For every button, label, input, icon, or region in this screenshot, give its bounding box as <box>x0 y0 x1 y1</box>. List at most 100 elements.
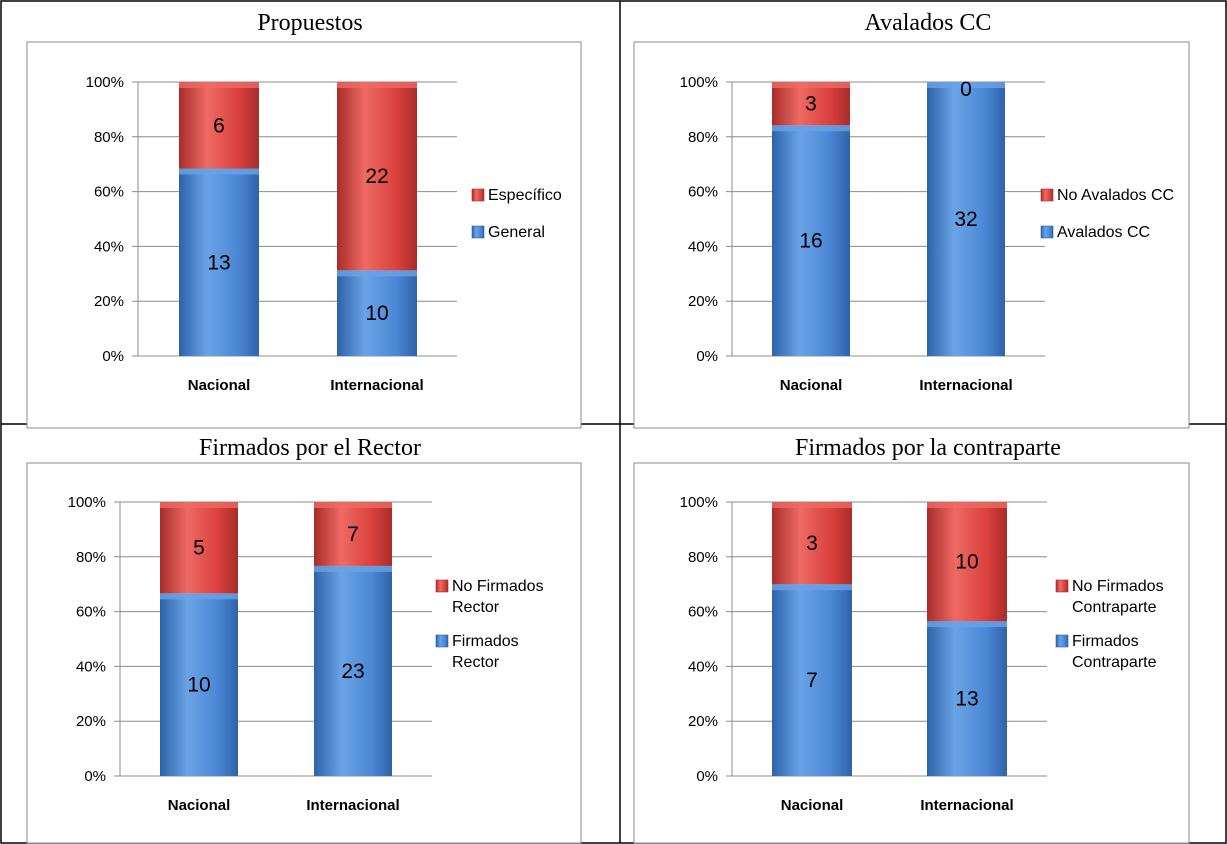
legend-item: Firmados Rector <box>435 633 519 671</box>
chart-area-border <box>633 41 1190 429</box>
bar-segment <box>772 584 852 776</box>
y-tick-label: 60% <box>688 604 718 621</box>
chart-area-border <box>26 41 582 429</box>
legend-label: Avalados CC <box>1057 224 1150 241</box>
legend-label: Firmados <box>1072 633 1139 650</box>
y-tick-label: 0% <box>84 768 106 785</box>
y-tick-label: 40% <box>94 238 124 255</box>
legend-swatch <box>471 188 485 202</box>
y-tick-label: 80% <box>688 129 718 146</box>
y-tick-label: 60% <box>688 184 718 201</box>
bar-segment <box>160 502 238 594</box>
bar-segment <box>772 125 850 357</box>
y-tick-label: 100% <box>680 74 718 91</box>
data-label: 13 <box>955 688 978 711</box>
y-tick-label: 80% <box>94 129 124 146</box>
chart-area-border <box>26 462 582 844</box>
x-category-label: Nacional <box>780 377 843 394</box>
bar-segment-highlight <box>160 593 238 600</box>
bar-segment <box>927 502 1007 622</box>
data-label: 22 <box>365 165 388 188</box>
chart-title: Firmados por el Rector <box>199 435 421 461</box>
bar-segment-highlight <box>927 82 1005 88</box>
y-tick-label: 0% <box>696 768 718 785</box>
y-tick-label: 80% <box>688 549 718 566</box>
legend-label: No Avalados CC <box>1057 187 1174 204</box>
bar-segment-highlight <box>179 82 259 88</box>
y-tick-label: 80% <box>76 549 106 566</box>
bar-segment-highlight <box>314 565 392 572</box>
data-label: 23 <box>341 660 364 683</box>
y-tick-label: 20% <box>94 293 124 310</box>
bar-segment-highlight <box>772 125 850 132</box>
data-label: 16 <box>799 230 822 253</box>
y-tick-label: 40% <box>76 658 106 675</box>
data-label: 7 <box>806 669 818 692</box>
data-label: 7 <box>347 523 359 546</box>
legend-label: Rector <box>452 599 500 616</box>
chart-panel-1: Propuestos 0% 20% 40% 60% 80% 100% 13 6 Nacional 1… <box>26 10 582 429</box>
x-category-label: Nacional <box>168 797 231 814</box>
bar-segment-highlight <box>179 168 259 175</box>
data-label: 10 <box>365 302 388 325</box>
legend-label: General <box>488 224 545 241</box>
y-tick-label: 60% <box>94 184 124 201</box>
chart-area-border <box>633 462 1190 844</box>
y-tick-label: 40% <box>688 238 718 255</box>
bar-segment-highlight <box>772 584 852 591</box>
legend-item: No Avalados CC <box>1040 187 1174 204</box>
x-category-label: Internacional <box>306 797 399 814</box>
legend-item: No Firmados Contraparte <box>1055 578 1164 616</box>
y-tick-label: 60% <box>76 604 106 621</box>
y-tick-label: 0% <box>102 348 124 365</box>
y-tick-label: 0% <box>696 348 718 365</box>
bar-segment <box>772 502 852 585</box>
legend-swatch <box>1040 225 1054 239</box>
data-label: 3 <box>805 93 817 116</box>
legend-label: Contraparte <box>1072 654 1157 671</box>
bar-segment-highlight <box>337 82 417 88</box>
y-tick-label: 100% <box>680 494 718 511</box>
x-category-label: Internacional <box>330 377 423 394</box>
bar-segment-highlight <box>927 621 1007 628</box>
bar-segment <box>179 82 259 169</box>
data-label: 5 <box>193 537 205 560</box>
chart-title: Firmados por la contraparte <box>795 435 1061 461</box>
data-label: 6 <box>213 114 225 137</box>
y-tick-label: 20% <box>688 713 718 730</box>
charts-root: Propuestos0%20%40%60%80%100%136Nacional1… <box>26 10 1190 844</box>
legend-swatch <box>435 579 449 593</box>
chart-panel-2: Avalados CC 0% 20% 40% 60% 80% 100% 16 3 Nacional… <box>633 10 1190 429</box>
chart-title: Avalados CC <box>865 10 992 36</box>
data-label: 32 <box>954 208 977 231</box>
bar-segment-highlight <box>772 502 852 508</box>
bar-segment-highlight <box>160 502 238 508</box>
bar-segment <box>314 565 392 776</box>
legend-item: Específico <box>471 187 562 204</box>
legend-swatch <box>1040 188 1054 202</box>
bar-segment-highlight <box>772 82 850 88</box>
x-category-label: Nacional <box>188 377 251 394</box>
legend-label: No Firmados <box>1072 578 1164 595</box>
bar-segment <box>314 502 392 566</box>
legend-swatch <box>1055 634 1069 648</box>
bar-segment <box>337 82 417 271</box>
legend-label: No Firmados <box>452 578 544 595</box>
data-label: 13 <box>207 251 230 274</box>
legend-item: General <box>471 224 545 241</box>
x-category-label: Internacional <box>920 797 1013 814</box>
y-tick-label: 20% <box>688 293 718 310</box>
bar-segment <box>160 593 238 776</box>
bar-segment <box>179 168 259 356</box>
chart-panel-4: Firmados por la contraparte 0% 20% 40% 60% 80… <box>633 435 1190 844</box>
bar-segment-highlight <box>337 270 417 277</box>
y-tick-label: 20% <box>76 713 106 730</box>
chart-title: Propuestos <box>257 10 362 36</box>
legend-swatch <box>435 634 449 648</box>
bar-segment <box>337 270 417 356</box>
legend-label: Contraparte <box>1072 599 1157 616</box>
bar-segment <box>772 82 850 126</box>
legend-swatch <box>1055 579 1069 593</box>
